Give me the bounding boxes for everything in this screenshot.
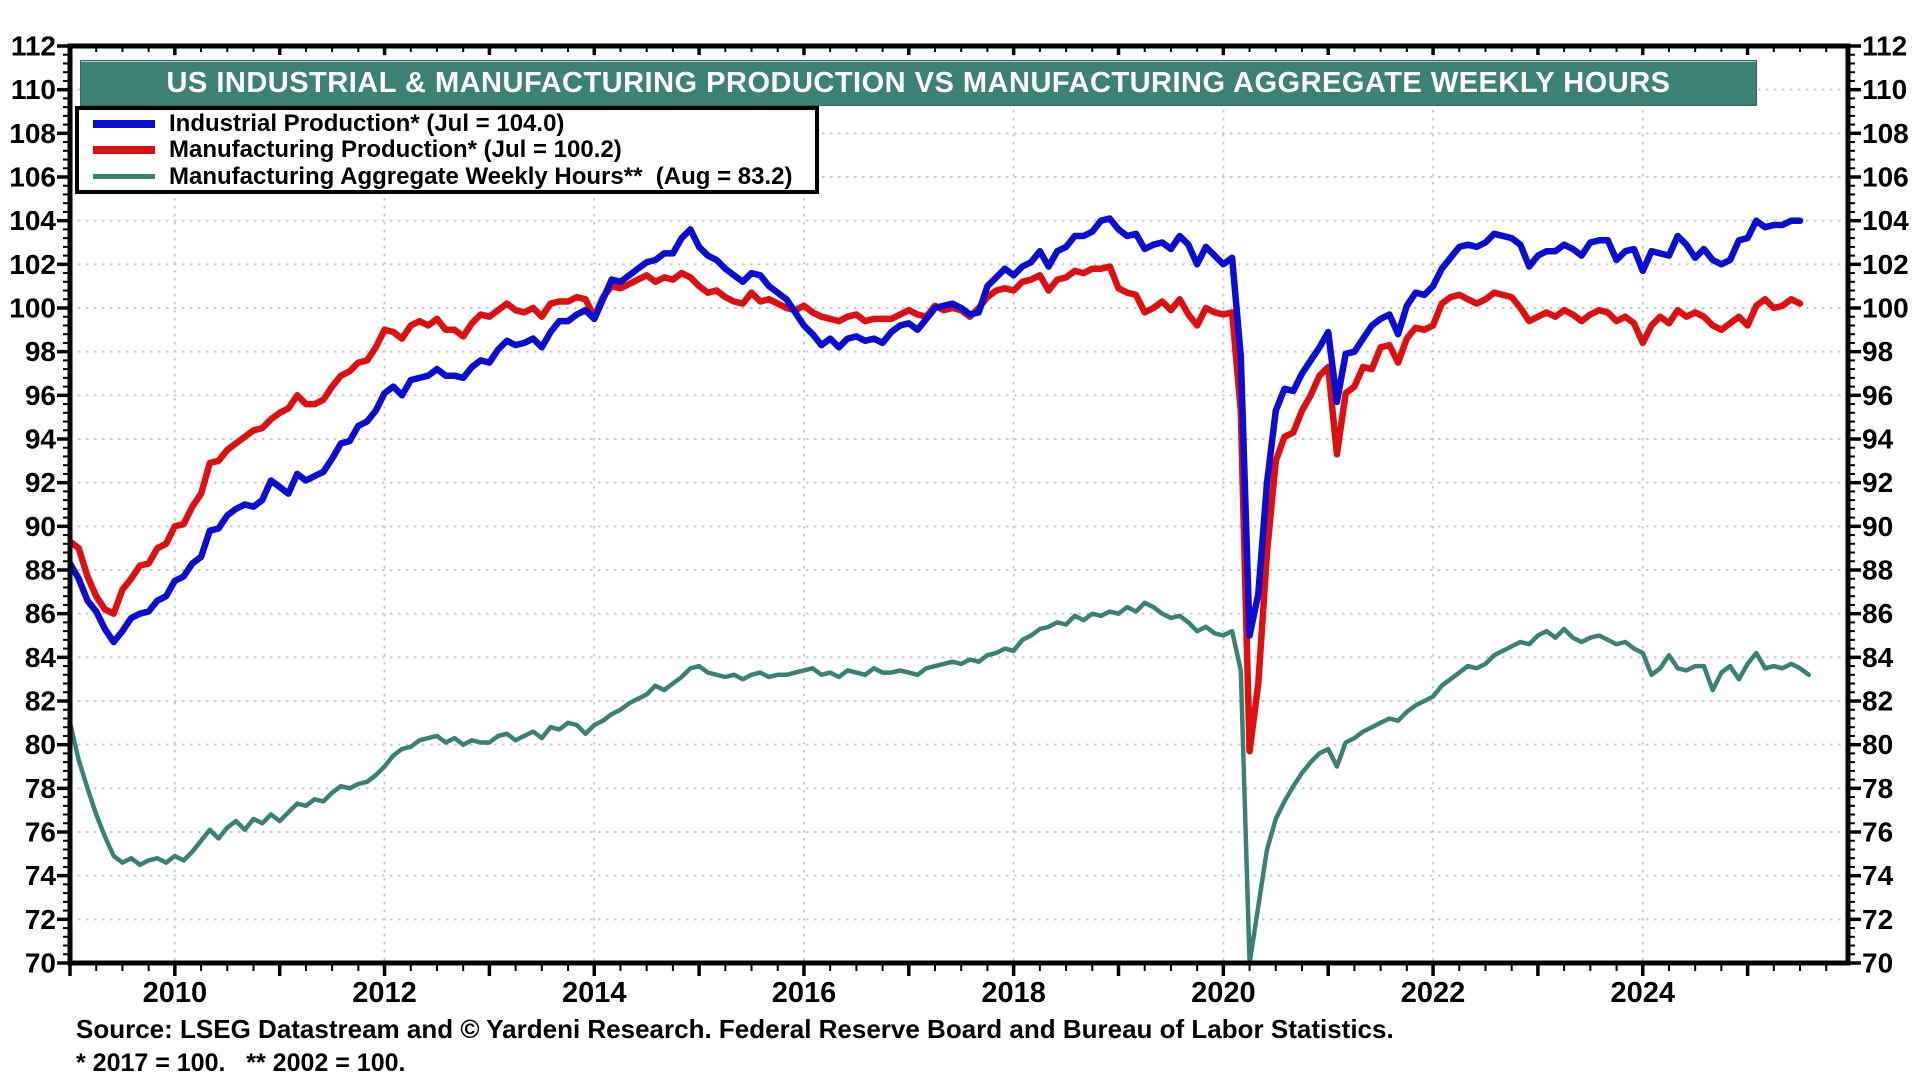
svg-text:88: 88 xyxy=(25,555,56,586)
legend-swatch-aggregate-weekly-hours xyxy=(93,174,155,179)
legend-label-manufacturing-production: Manufacturing Production* (Jul = 100.2) xyxy=(169,136,622,163)
legend-item-aggregate-weekly-hours: Manufacturing Aggregate Weekly Hours** (… xyxy=(79,162,815,190)
svg-text:102: 102 xyxy=(1862,249,1909,280)
legend: Industrial Production* (Jul = 104.0) Man… xyxy=(75,106,819,194)
svg-text:96: 96 xyxy=(1862,380,1893,411)
svg-text:2010: 2010 xyxy=(143,977,208,1009)
svg-text:2012: 2012 xyxy=(352,977,417,1009)
svg-text:88: 88 xyxy=(1862,555,1893,586)
svg-text:74: 74 xyxy=(25,860,57,891)
svg-text:104: 104 xyxy=(1862,205,1909,236)
legend-swatch-manufacturing-production xyxy=(93,146,155,154)
svg-text:86: 86 xyxy=(25,598,56,629)
svg-text:104: 104 xyxy=(9,205,56,236)
svg-text:70: 70 xyxy=(1862,948,1893,979)
svg-text:2024: 2024 xyxy=(1610,977,1675,1009)
svg-text:110: 110 xyxy=(11,74,56,105)
svg-text:102: 102 xyxy=(9,249,56,280)
legend-swatch-industrial-production xyxy=(93,119,155,128)
svg-text:70: 70 xyxy=(25,948,56,979)
svg-text:96: 96 xyxy=(25,380,56,411)
svg-text:110: 110 xyxy=(1862,74,1907,105)
svg-text:94: 94 xyxy=(25,424,57,455)
svg-text:90: 90 xyxy=(1862,511,1893,542)
svg-text:100: 100 xyxy=(1862,293,1909,324)
svg-text:78: 78 xyxy=(1862,773,1893,804)
svg-text:94: 94 xyxy=(1862,424,1894,455)
legend-label-aggregate-weekly-hours: Manufacturing Aggregate Weekly Hours** (… xyxy=(169,162,793,190)
svg-text:90: 90 xyxy=(25,511,56,542)
legend-label-industrial-production: Industrial Production* (Jul = 104.0) xyxy=(169,109,565,137)
svg-text:84: 84 xyxy=(25,642,57,673)
svg-text:106: 106 xyxy=(9,162,56,193)
svg-text:2014: 2014 xyxy=(562,977,627,1009)
svg-text:82: 82 xyxy=(1862,686,1893,717)
chart-title-banner: US INDUSTRIAL & MANUFACTURING PRODUCTION… xyxy=(80,60,1757,106)
svg-text:72: 72 xyxy=(1862,904,1893,935)
svg-text:84: 84 xyxy=(1862,642,1894,673)
index-base-footnote: * 2017 = 100. ** 2002 = 100. xyxy=(76,1049,406,1077)
svg-text:92: 92 xyxy=(25,467,56,498)
svg-text:2016: 2016 xyxy=(772,977,837,1009)
legend-item-industrial-production: Industrial Production* (Jul = 104.0) xyxy=(79,109,815,137)
svg-text:2018: 2018 xyxy=(981,977,1046,1009)
svg-text:78: 78 xyxy=(25,773,56,804)
source-note: Source: LSEG Datastream and © Yardeni Re… xyxy=(76,1014,1394,1044)
svg-text:112: 112 xyxy=(1862,31,1907,62)
svg-text:108: 108 xyxy=(9,118,56,149)
svg-text:106: 106 xyxy=(1862,162,1909,193)
legend-item-manufacturing-production: Manufacturing Production* (Jul = 100.2) xyxy=(79,136,815,163)
svg-text:80: 80 xyxy=(25,729,56,760)
svg-text:108: 108 xyxy=(1862,118,1909,149)
svg-text:80: 80 xyxy=(1862,729,1893,760)
svg-text:74: 74 xyxy=(1862,860,1894,891)
chart-title: US INDUSTRIAL & MANUFACTURING PRODUCTION… xyxy=(166,66,1671,99)
svg-text:2020: 2020 xyxy=(1191,977,1256,1009)
svg-text:92: 92 xyxy=(1862,467,1893,498)
svg-text:100: 100 xyxy=(9,293,56,324)
svg-text:2022: 2022 xyxy=(1401,977,1466,1009)
svg-text:98: 98 xyxy=(1862,336,1893,367)
svg-text:98: 98 xyxy=(25,336,56,367)
svg-text:76: 76 xyxy=(1862,817,1893,848)
svg-text:112: 112 xyxy=(11,31,56,62)
svg-text:76: 76 xyxy=(25,817,56,848)
svg-text:72: 72 xyxy=(25,904,56,935)
svg-text:86: 86 xyxy=(1862,598,1893,629)
svg-text:82: 82 xyxy=(25,686,56,717)
